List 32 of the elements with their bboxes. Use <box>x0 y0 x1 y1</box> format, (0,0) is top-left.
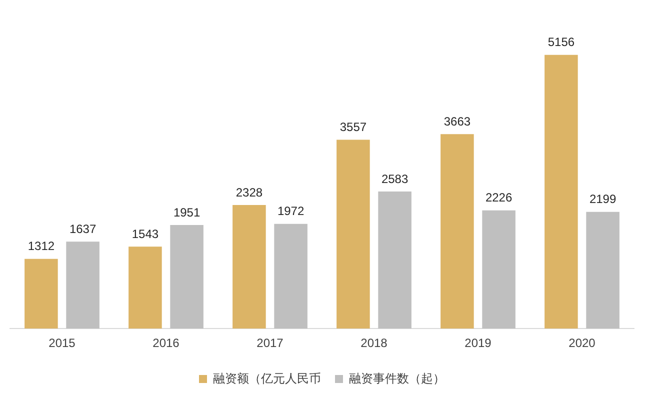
data-label: 1543 <box>132 226 159 241</box>
data-label: 1972 <box>277 204 304 218</box>
legend-label: 融资事件数（起） <box>349 371 445 386</box>
x-tick-label: 2018 <box>360 336 388 350</box>
data-label: 1951 <box>173 205 200 220</box>
data-label: 2226 <box>485 190 512 205</box>
data-label: 5156 <box>548 35 575 50</box>
bar <box>66 242 100 329</box>
x-tick-label: 2020 <box>568 336 596 350</box>
bar <box>232 204 266 329</box>
bar <box>440 134 474 329</box>
bar <box>24 258 58 329</box>
x-tick-label: 2017 <box>256 336 284 350</box>
bar <box>586 212 620 329</box>
data-label: 2583 <box>381 172 408 186</box>
x-tick-label: 2019 <box>464 336 492 350</box>
data-label: 2199 <box>589 192 616 206</box>
bar <box>170 225 204 329</box>
bar <box>378 191 412 329</box>
data-label: 3663 <box>444 114 471 128</box>
data-label: 1637 <box>69 222 96 236</box>
x-tick-label: 2016 <box>152 336 180 350</box>
x-tick-label: 2015 <box>48 336 76 350</box>
bar <box>336 140 370 329</box>
data-label: 2328 <box>236 185 263 200</box>
bar <box>482 210 516 329</box>
bar <box>544 54 578 329</box>
bar <box>128 246 162 329</box>
data-label: 3557 <box>340 120 367 134</box>
data-label: 1312 <box>28 239 55 254</box>
bar <box>274 224 308 329</box>
legend-label: 融资额（亿元人民币 <box>213 371 321 386</box>
